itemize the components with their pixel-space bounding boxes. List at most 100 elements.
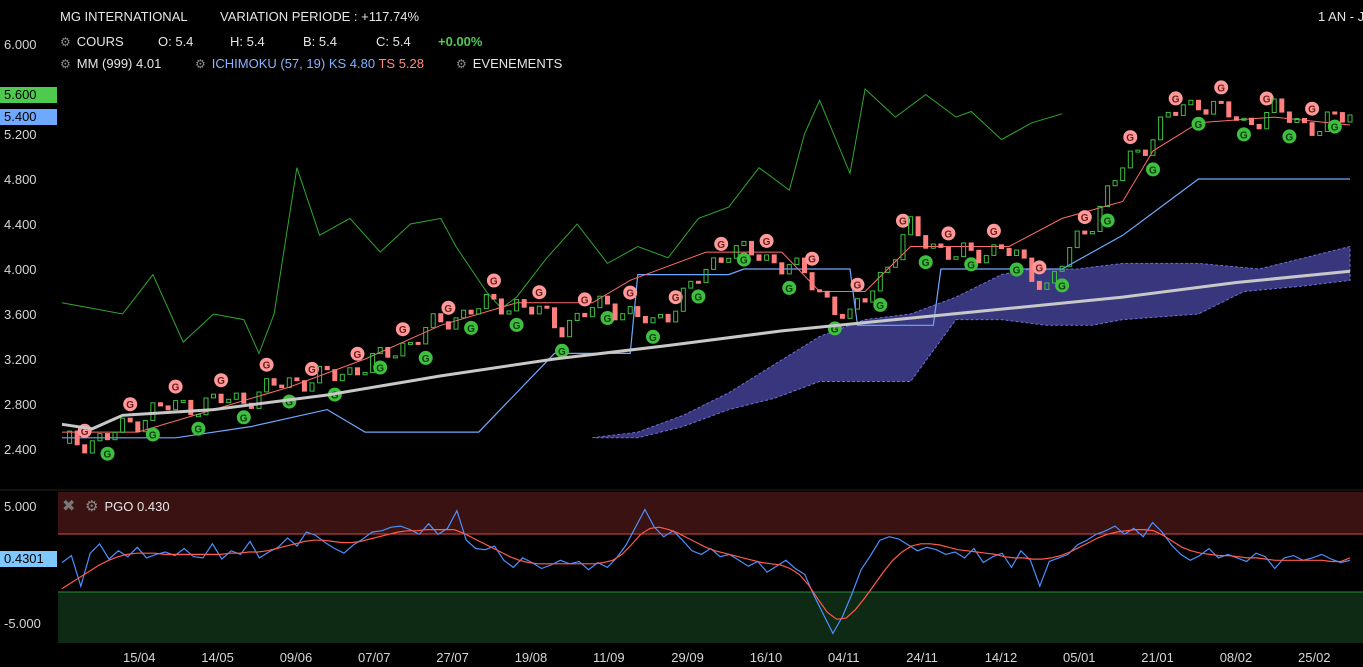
candle <box>650 317 656 324</box>
candle <box>430 313 436 329</box>
event-marker[interactable] <box>1100 213 1115 228</box>
event-marker[interactable] <box>1214 80 1229 95</box>
event-marker[interactable] <box>350 346 365 361</box>
event-marker-glyph: G <box>672 293 680 304</box>
event-marker[interactable] <box>1146 162 1160 177</box>
event-marker[interactable] <box>532 285 547 300</box>
candle <box>1105 185 1111 208</box>
event-marker[interactable] <box>1055 278 1070 293</box>
cours-label: COURS <box>76 34 124 49</box>
gear-icon[interactable]: ⚙ <box>85 498 99 515</box>
event-marker-glyph: G <box>581 295 589 306</box>
candle <box>1188 99 1194 106</box>
cours-legend: ⚙ COURS <box>60 34 124 49</box>
event-marker[interactable] <box>600 311 615 325</box>
candle <box>1203 109 1209 115</box>
candle <box>695 280 701 284</box>
event-marker[interactable] <box>759 233 774 248</box>
event-marker[interactable] <box>1009 262 1024 277</box>
candle <box>862 298 868 303</box>
event-marker[interactable] <box>259 357 274 372</box>
event-marker[interactable] <box>964 257 979 272</box>
event-marker[interactable] <box>509 317 524 332</box>
candle <box>332 369 338 382</box>
candle <box>286 377 292 389</box>
event-marker[interactable] <box>941 226 956 241</box>
event-marker[interactable] <box>918 255 933 270</box>
candle <box>1052 270 1057 284</box>
event-marker[interactable] <box>577 292 592 307</box>
event-marker[interactable] <box>736 252 751 267</box>
event-marker[interactable] <box>168 379 183 394</box>
events-label: EVENEMENTS <box>472 56 563 71</box>
candle <box>1264 112 1270 130</box>
event-marker[interactable] <box>668 290 683 305</box>
event-marker-glyph: G <box>785 284 793 295</box>
event-marker[interactable] <box>850 277 865 292</box>
event-marker[interactable] <box>236 410 251 425</box>
candle <box>279 384 285 389</box>
event-marker[interactable] <box>896 213 910 228</box>
event-marker[interactable] <box>1191 116 1206 131</box>
event-marker[interactable] <box>486 273 501 288</box>
event-marker[interactable] <box>145 427 160 442</box>
event-marker-glyph: G <box>876 301 884 312</box>
event-marker[interactable] <box>123 397 138 412</box>
candle <box>74 430 80 446</box>
event-marker[interactable] <box>214 373 229 388</box>
event-marker-glyph: G <box>149 431 157 442</box>
event-marker-glyph: G <box>467 324 475 335</box>
event-marker[interactable] <box>395 322 410 337</box>
event-marker[interactable] <box>373 360 388 375</box>
candle <box>347 367 353 375</box>
event-marker[interactable] <box>782 280 797 295</box>
x-tick-label: 27/07 <box>436 650 469 665</box>
event-marker[interactable] <box>555 343 569 358</box>
candle <box>415 341 421 345</box>
event-marker[interactable] <box>305 361 319 376</box>
event-marker-glyph: G <box>1126 133 1134 144</box>
event-marker[interactable] <box>873 297 888 312</box>
event-marker[interactable] <box>1123 130 1138 145</box>
x-tick-label: 14/12 <box>985 650 1018 665</box>
candle <box>1127 150 1133 169</box>
event-marker[interactable] <box>646 329 660 344</box>
event-marker[interactable] <box>986 223 1001 238</box>
gear-icon[interactable]: ⚙ <box>60 57 71 71</box>
event-marker[interactable] <box>1259 91 1274 106</box>
event-marker-glyph: G <box>1308 105 1316 116</box>
gear-icon[interactable]: ⚙ <box>195 57 206 71</box>
candle <box>423 327 429 345</box>
event-marker[interactable] <box>464 320 479 335</box>
event-marker[interactable] <box>191 421 206 436</box>
event-marker-glyph: G <box>422 354 430 365</box>
event-marker[interactable] <box>441 300 456 315</box>
candle <box>271 378 277 386</box>
event-marker[interactable] <box>623 285 638 300</box>
candle <box>589 307 595 318</box>
gear-icon[interactable]: ⚙ <box>456 57 467 71</box>
event-marker[interactable] <box>805 251 820 266</box>
event-marker[interactable] <box>1236 127 1251 142</box>
event-marker[interactable] <box>1282 129 1297 144</box>
event-marker[interactable] <box>1305 101 1320 116</box>
event-marker[interactable] <box>418 350 433 365</box>
event-marker[interactable] <box>1032 260 1047 275</box>
period-selector[interactable]: 1 AN - J <box>1318 9 1363 24</box>
close-icon[interactable]: ✖ <box>62 498 76 515</box>
event-marker-glyph: G <box>535 288 543 299</box>
candle <box>567 319 573 338</box>
event-marker[interactable] <box>1327 119 1342 134</box>
change-value: +0.00% <box>438 34 483 49</box>
candle <box>1173 111 1179 116</box>
event-marker[interactable] <box>1077 210 1092 225</box>
candle <box>165 405 171 411</box>
event-marker[interactable] <box>714 236 729 251</box>
candle <box>627 306 633 315</box>
event-marker[interactable] <box>691 289 706 304</box>
event-marker[interactable] <box>100 446 115 461</box>
event-marker[interactable] <box>1168 91 1183 106</box>
ichimoku-legend: ⚙ ICHIMOKU (57, 19) KS 4.80 TS 5.28 <box>195 56 424 71</box>
gear-icon[interactable]: ⚙ <box>60 35 71 49</box>
